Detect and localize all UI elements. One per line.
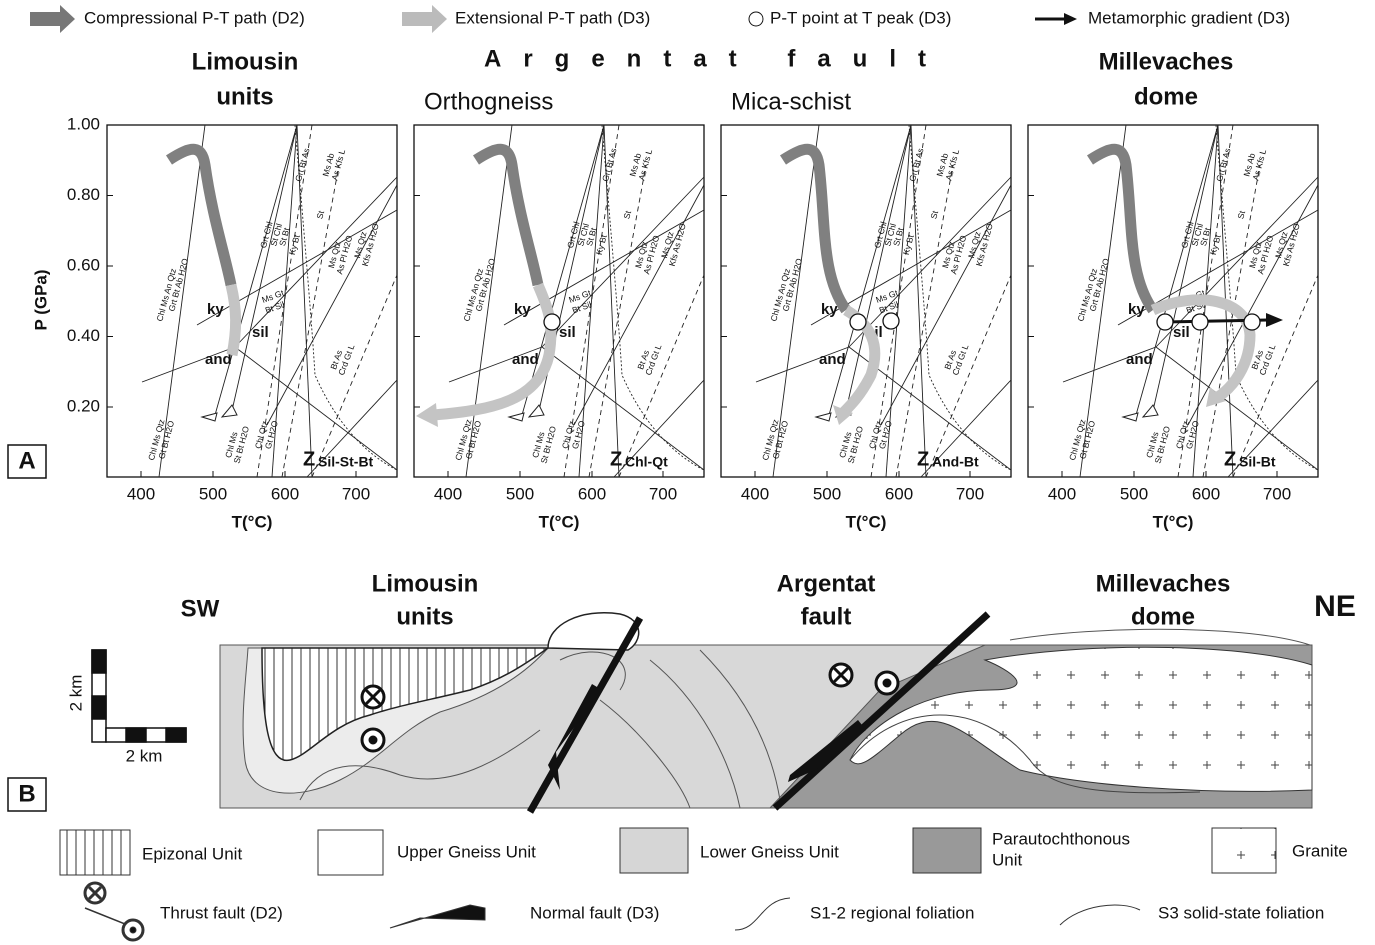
scale-label: 2 km bbox=[126, 746, 163, 765]
legend-label: S1-2 regional foliation bbox=[810, 903, 974, 922]
y-tick-label: 0.60 bbox=[67, 255, 100, 274]
legend-label: Epizonal Unit bbox=[142, 844, 242, 863]
figure: Compressional P-T path (D2) Extensional … bbox=[0, 0, 1375, 945]
section-heading: Millevaches bbox=[1096, 570, 1231, 597]
zone-letter: Z bbox=[1224, 448, 1236, 470]
pt-panel: Chl Ms An QtzGrt Bt Ab H2OGrt ChlSt ChlS… bbox=[1028, 48, 1318, 531]
zone-sub: Sil-Bt bbox=[1239, 454, 1276, 470]
pt-panel: Chl Ms An QtzGrt Bt Ab H2OGrt ChlSt ChlS… bbox=[721, 88, 1011, 531]
x-tick-label: 600 bbox=[578, 484, 606, 503]
pt-point bbox=[544, 314, 560, 330]
legend-label: Normal fault (D3) bbox=[530, 903, 659, 922]
field-label: sil bbox=[1173, 324, 1190, 341]
x-tick-label: 400 bbox=[1048, 484, 1076, 503]
field-label: ky bbox=[514, 301, 531, 318]
pt-panels: Chl Ms An QtzGrt Bt Ab H2OGrt ChlSt ChlS… bbox=[67, 48, 1318, 531]
x-axis-label: T(°C) bbox=[232, 512, 273, 531]
x-tick-label: 700 bbox=[1263, 484, 1291, 503]
field-label: sil bbox=[252, 324, 269, 341]
x-tick-label: 400 bbox=[127, 484, 155, 503]
legend-label: Compressional P-T path (D2) bbox=[84, 8, 305, 27]
pt-point bbox=[1157, 314, 1173, 330]
extensional-path bbox=[231, 285, 236, 355]
plot-frame bbox=[107, 125, 397, 477]
ne-label: NE bbox=[1314, 590, 1356, 623]
y-tick-label: 1.00 bbox=[67, 114, 100, 133]
y-tick-label: 0.20 bbox=[67, 396, 100, 415]
legend-label: Thrust fault (D2) bbox=[160, 903, 283, 922]
gradient-arrow-head bbox=[1064, 13, 1077, 25]
pt-panel: Chl Ms An QtzGrt Bt Ab H2OGrt ChlSt ChlS… bbox=[414, 88, 704, 531]
section-heading: Argentat bbox=[777, 570, 876, 597]
field-label: and bbox=[819, 351, 846, 368]
section-heading: fault bbox=[801, 603, 852, 630]
x-tick-label: 700 bbox=[956, 484, 984, 503]
field-label: and bbox=[512, 351, 539, 368]
y-tick-label: 0.80 bbox=[67, 185, 100, 204]
zone-letter: Z bbox=[917, 448, 929, 470]
scale-label: 2 km bbox=[66, 675, 85, 712]
x-axis-label: T(°C) bbox=[1153, 512, 1194, 531]
legend-label: Metamorphic gradient (D3) bbox=[1088, 8, 1290, 27]
pt-point-icon bbox=[749, 12, 763, 26]
pt-point bbox=[1192, 314, 1208, 330]
x-tick-label: 700 bbox=[649, 484, 677, 503]
zone-sub: And-Bt bbox=[932, 454, 979, 470]
x-tick-label: 500 bbox=[199, 484, 227, 503]
cross-section bbox=[92, 613, 1312, 812]
legend-label: Granite bbox=[1292, 841, 1348, 860]
legend-label: S3 solid-state foliation bbox=[1158, 903, 1324, 922]
section-heading: dome bbox=[1131, 603, 1195, 630]
extensional-arrow bbox=[402, 5, 447, 33]
x-axis-label: T(°C) bbox=[846, 512, 887, 531]
x-tick-label: 700 bbox=[342, 484, 370, 503]
legend-label: Extensional P-T path (D3) bbox=[455, 8, 650, 27]
section-heading: units bbox=[396, 603, 453, 630]
panel-heading: units bbox=[216, 83, 273, 110]
x-tick-label: 500 bbox=[1120, 484, 1148, 503]
compressional-arrow bbox=[30, 5, 75, 33]
x-tick-label: 500 bbox=[813, 484, 841, 503]
x-tick-label: 600 bbox=[271, 484, 299, 503]
scale-bar bbox=[92, 650, 186, 742]
legend-label: Lower Gneiss Unit bbox=[700, 842, 839, 861]
fault-title: Argentat fault bbox=[484, 45, 948, 72]
zone-letter: Z bbox=[303, 448, 315, 470]
x-tick-label: 600 bbox=[885, 484, 913, 503]
pt-point bbox=[1244, 314, 1260, 330]
legend-label: Parautochthonous bbox=[992, 829, 1130, 848]
section-heading: Limousin bbox=[372, 570, 479, 597]
legend-label: P-T point at T peak (D3) bbox=[770, 8, 951, 27]
legend-label: Unit bbox=[992, 850, 1023, 869]
sw-label: SW bbox=[181, 595, 220, 622]
panel-heading: Millevaches bbox=[1099, 48, 1234, 75]
x-tick-label: 400 bbox=[741, 484, 769, 503]
x-tick-label: 400 bbox=[434, 484, 462, 503]
panel-label: A bbox=[18, 447, 35, 474]
zone-letter: Z bbox=[610, 448, 622, 470]
legend-label: Upper Gneiss Unit bbox=[397, 842, 536, 861]
pt-point bbox=[850, 314, 866, 330]
zone-sub: Chl-Qt bbox=[625, 454, 668, 470]
panel-heading: Mica-schist bbox=[731, 88, 851, 115]
zone-sub: Sil-St-Bt bbox=[318, 454, 374, 470]
field-label: ky bbox=[207, 301, 224, 318]
panel-heading: Orthogneiss bbox=[424, 88, 553, 115]
y-axis-label: P (GPa) bbox=[31, 269, 50, 330]
plot-frame bbox=[721, 125, 1011, 477]
field-label: and bbox=[1126, 351, 1153, 368]
x-axis-label: T(°C) bbox=[539, 512, 580, 531]
y-tick-label: 0.40 bbox=[67, 326, 100, 345]
panel-heading: Limousin bbox=[192, 48, 299, 75]
field-label: sil bbox=[559, 324, 576, 341]
x-tick-label: 600 bbox=[1192, 484, 1220, 503]
panel-heading: dome bbox=[1134, 83, 1198, 110]
pt-point bbox=[883, 313, 899, 329]
x-tick-label: 500 bbox=[506, 484, 534, 503]
plot-frame bbox=[414, 125, 704, 477]
panel-label: B bbox=[18, 780, 35, 807]
